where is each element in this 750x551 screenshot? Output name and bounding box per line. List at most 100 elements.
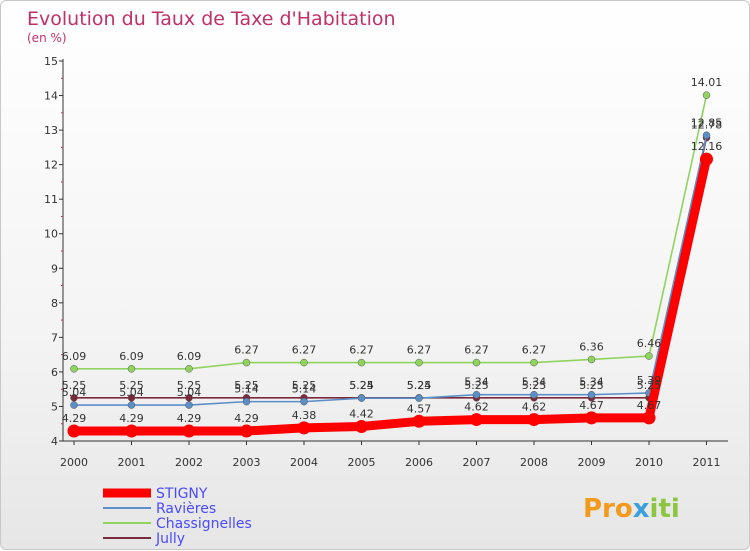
legend-label: Chassignelles (156, 516, 252, 532)
y-tick-label: 9 (51, 262, 58, 275)
data-label: 5.24 (407, 379, 432, 392)
data-label: 4.29 (62, 412, 87, 425)
x-tick-label: 2002 (175, 456, 203, 469)
logo-part-iti: iti (650, 494, 680, 524)
legend-label: Jully (155, 531, 185, 547)
data-label: 5.25 (407, 379, 432, 392)
data-point (185, 394, 193, 402)
data-label: 6.09 (119, 350, 144, 363)
data-point (702, 91, 711, 99)
proxiti-logo: Proxiti (583, 494, 680, 524)
x-tick-label: 2001 (118, 456, 146, 469)
y-tick-label: 5 (51, 400, 58, 413)
data-label: 6.09 (62, 350, 87, 363)
x-tick-label: 2000 (60, 456, 88, 469)
data-label: 4.67 (579, 399, 604, 412)
y-tick-label: 8 (51, 297, 58, 310)
data-label: 6.27 (292, 344, 317, 357)
data-point (125, 424, 138, 438)
data-label: 5.04 (119, 386, 144, 399)
data-label: 4.38 (292, 409, 317, 422)
svg-text:Proxiti: Proxiti (583, 494, 680, 524)
data-label: 4.29 (177, 412, 202, 425)
x-axis-ticks: 2000 2001 2002 2003 2004 2005 2006 2007 2008 2009… (60, 441, 721, 469)
data-point (70, 394, 78, 402)
data-label: 5.04 (177, 386, 202, 399)
data-label: 14.01 (691, 76, 723, 89)
data-point (700, 152, 713, 166)
y-tick-label: 7 (51, 331, 58, 344)
data-label: 5.14 (234, 383, 259, 396)
x-tick-label: 2004 (290, 456, 318, 469)
y-tick-label: 15 (44, 55, 58, 68)
legend-label: STIGNY (156, 486, 208, 502)
data-label: 12.78 (691, 119, 723, 132)
y-tick-label: 14 (44, 90, 58, 103)
x-tick-label: 2010 (635, 456, 663, 469)
data-point (127, 365, 136, 373)
data-label: 5.34 (522, 376, 547, 389)
data-point (527, 413, 541, 427)
data-label: 12.85 (691, 116, 723, 129)
x-tick-label: 2009 (578, 456, 606, 469)
data-label: 5.24 (349, 379, 374, 392)
data-label: 6.36 (579, 340, 604, 353)
data-label: 6.27 (234, 344, 259, 357)
chart-subtitle: (en %) (27, 31, 67, 45)
data-point (240, 424, 253, 438)
data-label: 4.29 (119, 412, 144, 425)
data-label: 12.16 (691, 140, 723, 153)
data-point (530, 358, 538, 367)
data-label: 5.25 (579, 379, 604, 392)
data-point (242, 397, 251, 406)
data-point (300, 358, 308, 367)
data-point (297, 421, 311, 435)
data-point (412, 414, 426, 428)
data-point (472, 390, 481, 399)
data-point (70, 401, 78, 409)
data-point (242, 358, 251, 367)
x-tick-label: 2007 (463, 456, 491, 469)
data-point (185, 365, 193, 373)
data-label: 5.25 (119, 379, 144, 392)
y-tick-label: 12 (44, 159, 58, 172)
data-point (645, 352, 653, 360)
chart-title: Evolution du Taux de Taxe d'Habitation (27, 8, 396, 30)
data-label: 5.25 (349, 379, 374, 392)
data-label: 6.27 (407, 344, 432, 357)
data-point (587, 390, 596, 399)
data-label: 4.57 (407, 402, 432, 415)
data-labels-layer: 4.29 4.29 4.29 4.29 4.38 4.42 4.57 4.62 4.62 4.67… (62, 76, 723, 425)
data-label: 4.62 (522, 401, 547, 414)
x-tick-label: 2008 (520, 456, 548, 469)
y-tick-label: 11 (44, 193, 58, 206)
data-point (587, 355, 596, 364)
data-point (470, 413, 483, 427)
data-label: 6.27 (522, 344, 547, 357)
x-tick-label: 2011 (693, 456, 721, 469)
data-point (702, 131, 711, 140)
data-label: 5.34 (464, 376, 489, 389)
logo-part-pro: Pro (583, 494, 633, 524)
data-point (182, 424, 196, 438)
data-label: 6.27 (349, 344, 374, 357)
data-label: 5.34 (579, 376, 604, 389)
y-axis-ticks: 4 5 6 7 8 9 10 11 12 13 14 15 (44, 55, 63, 448)
data-point (642, 411, 656, 425)
data-label: 4.29 (234, 412, 259, 425)
data-label: 5.25 (637, 379, 662, 392)
data-label: 5.25 (522, 379, 547, 392)
data-point (415, 358, 423, 367)
data-label: 5.39 (637, 374, 662, 387)
data-point (357, 394, 366, 402)
data-label: 5.04 (62, 386, 87, 399)
data-label: 6.46 (637, 337, 662, 350)
data-label: 5.25 (62, 379, 87, 392)
data-point (357, 358, 366, 367)
data-label: 6.27 (464, 344, 489, 357)
series-line-stigny (69, 154, 711, 436)
data-point (67, 424, 81, 438)
